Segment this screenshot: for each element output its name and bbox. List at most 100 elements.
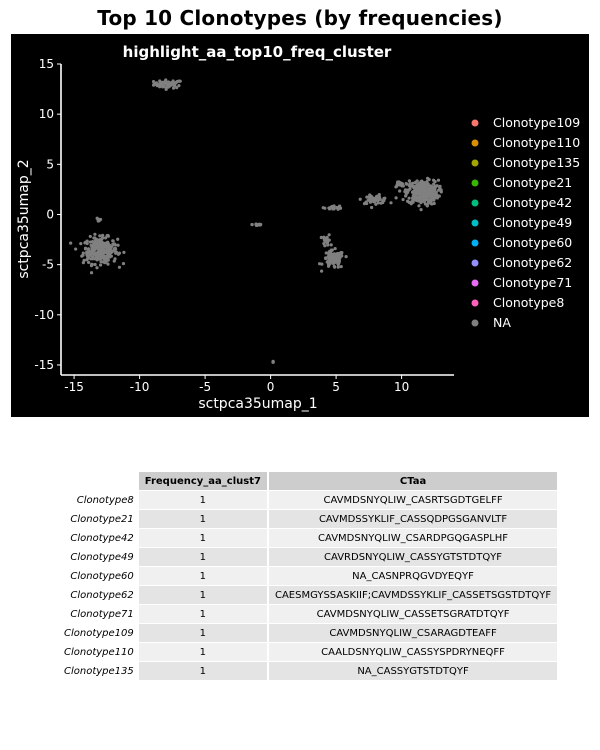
table-header-row: Frequency_aa_clust7 CTaa: [58, 472, 558, 491]
data-point: [338, 204, 342, 208]
data-point: [365, 195, 369, 199]
data-point: [87, 260, 91, 265]
data-point: [323, 244, 327, 248]
data-point: [323, 206, 327, 210]
ctaa-cell: CAVMDSSYKLIF_CASSQDPGSGANVLTF: [268, 510, 558, 529]
data-point: [93, 232, 97, 236]
data-point: [114, 251, 118, 255]
data-point: [271, 359, 275, 364]
data-point: [106, 234, 110, 238]
data-point: [437, 188, 441, 192]
data-point: [99, 252, 103, 256]
table-row: Clonotype109 1 CAVMDSNYQLIW_CSARAGDTEAFF: [58, 624, 558, 643]
data-point: [95, 239, 99, 243]
data-point: [379, 201, 383, 205]
ctaa-cell: CAVMDSNYQLIW_CSARDPGQGASPLHF: [268, 529, 558, 548]
data-point: [319, 235, 323, 240]
y-tick-label: -5: [42, 258, 54, 272]
row-name-cell: Clonotype42: [58, 529, 137, 548]
data-point: [320, 262, 324, 266]
legend-label: NA: [493, 315, 511, 330]
data-point: [397, 180, 401, 184]
data-point: [171, 86, 176, 90]
data-point: [161, 80, 165, 84]
data-point: [110, 250, 114, 254]
data-point: [376, 201, 380, 205]
data-point: [322, 238, 326, 242]
ctaa-cell: CAVRDSNYQLIW_CASSYGTSTDTQYF: [268, 548, 558, 567]
data-point: [411, 194, 415, 198]
data-point: [86, 256, 90, 260]
data-point: [117, 251, 122, 255]
legend-key: [471, 259, 479, 267]
data-point: [375, 198, 379, 202]
data-point: [427, 177, 431, 182]
data-point: [89, 271, 94, 275]
table-row: Clonotype71 1 CAVMDSNYQLIW_CASSETSGRATDTQY…: [58, 605, 558, 624]
data-point: [113, 243, 117, 247]
y-tick-label: -10: [34, 308, 54, 322]
data-point: [436, 194, 440, 198]
legend: Clonotype109 Clonotype110 Clonotype135 Clon…: [471, 115, 580, 330]
data-point: [336, 262, 340, 267]
data-point: [151, 79, 156, 84]
data-point: [107, 243, 111, 247]
table-row: Clonotype62 1 CAESMGYSSASKIIF;CAVMDSSYKLIF…: [58, 586, 558, 605]
data-point: [158, 79, 162, 83]
data-point: [439, 188, 443, 192]
data-point: [335, 251, 340, 256]
legend-label: Clonotype135: [493, 155, 580, 170]
data-point: [422, 193, 426, 197]
umap-plot-panel: highlight_aa_top10_freq_cluster -15 -10 -5…: [11, 34, 589, 417]
data-point: [401, 197, 405, 202]
data-point: [116, 237, 120, 241]
data-point: [254, 222, 258, 226]
row-name-cell: Clonotype21: [58, 510, 137, 529]
row-name-cell: Clonotype110: [58, 643, 137, 662]
data-point: [404, 181, 408, 186]
data-point: [337, 259, 342, 263]
data-point: [121, 261, 126, 266]
data-point: [427, 184, 431, 189]
table-row: Clonotype42 1 CAVMDSNYQLIW_CSARDPGQGASPLHF: [58, 529, 558, 548]
data-point: [111, 239, 115, 243]
data-point: [94, 242, 98, 246]
legend-key: [471, 159, 479, 167]
ctaa-cell: CAVMDSNYQLIW_CSARAGDTEAFF: [268, 624, 558, 643]
table-header-ctaa: CTaa: [268, 472, 558, 491]
data-point: [411, 199, 415, 203]
data-point: [113, 247, 118, 251]
data-point: [104, 245, 109, 249]
data-point: [93, 262, 97, 267]
data-point: [417, 204, 421, 208]
data-point: [327, 207, 332, 211]
data-point: [329, 243, 333, 247]
legend-label: Clonotype60: [493, 235, 572, 250]
x-tick-label: 5: [332, 380, 340, 394]
data-point: [405, 191, 409, 195]
data-point: [99, 242, 104, 246]
data-point: [422, 200, 426, 204]
data-point: [418, 185, 423, 190]
data-point: [97, 256, 101, 260]
data-point: [405, 199, 410, 203]
table-row: Clonotype110 1 CAALDSNYQLIW_CASSYSPDRYNEQF…: [58, 643, 558, 662]
data-point: [438, 184, 442, 188]
x-tick-label: -15: [64, 380, 84, 394]
frequency-cell: 1: [138, 586, 267, 605]
data-point: [432, 178, 436, 182]
data-point: [403, 190, 407, 194]
data-point: [420, 199, 424, 204]
data-point: [117, 265, 122, 269]
data-point: [424, 184, 428, 188]
data-point: [320, 269, 324, 273]
legend-key: [471, 119, 479, 127]
legend-key: [471, 319, 479, 327]
data-point: [416, 189, 421, 193]
data-point: [416, 199, 421, 203]
data-point: [100, 236, 105, 240]
data-point: [432, 182, 436, 186]
data-point: [175, 86, 179, 90]
data-point: [326, 255, 330, 259]
frequency-cell: 1: [138, 624, 267, 643]
